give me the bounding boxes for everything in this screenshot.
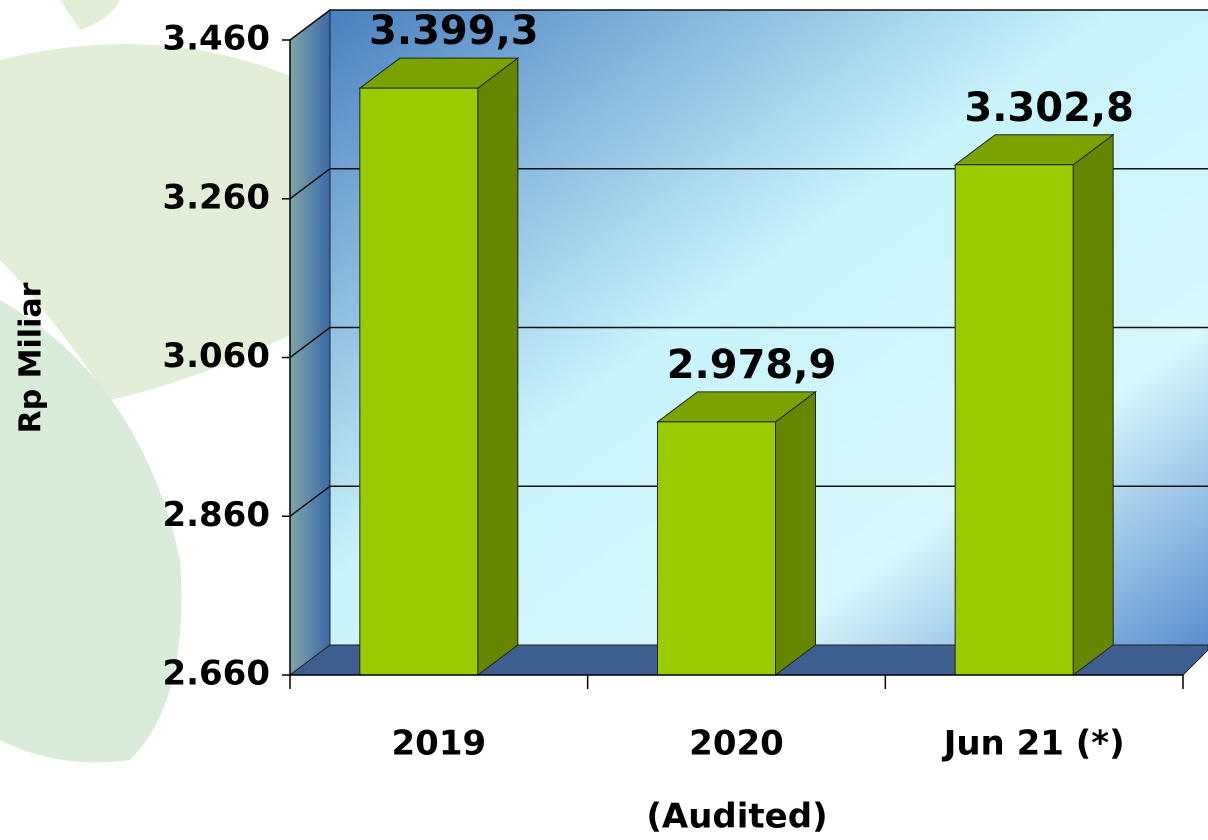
y-tick-label: 3.060 (162, 336, 270, 376)
leaf (0, 44, 300, 400)
bar-front (954, 164, 1074, 676)
background-leaves (0, 0, 300, 763)
bar-front (657, 421, 776, 676)
leaf (0, 300, 182, 763)
x-tick-label: 2020 (689, 724, 784, 764)
value-label: 3.302,8 (964, 85, 1134, 131)
bar (358, 57, 520, 677)
bar-front (359, 87, 479, 676)
x-tick-label: 2019 (392, 724, 487, 764)
y-tick-label: 2.860 (162, 495, 270, 535)
bar (953, 133, 1115, 676)
leaf (60, 0, 120, 30)
x-annotation: (Audited) (646, 797, 827, 837)
bar (656, 390, 817, 676)
y-axis-label: Rp Miliar (14, 282, 49, 433)
value-label: 3.399,3 (369, 8, 539, 54)
grid-line (289, 485, 1208, 517)
bar-side (775, 390, 816, 676)
grid (289, 9, 1208, 517)
y-tick-label: 3.460 (162, 19, 270, 59)
y-tick-label: 2.660 (162, 654, 270, 694)
bars: 3.399,3 2.978,9 3.302,8 (358, 8, 1134, 677)
grid-line (289, 168, 1208, 200)
bar-side (477, 57, 519, 677)
grid-line (289, 326, 1208, 359)
y-tick-label: 3.260 (162, 177, 270, 217)
value-label: 2.978,9 (667, 342, 837, 388)
bar-side (1072, 133, 1114, 676)
grid-line (289, 9, 1208, 41)
x-tick-label: Jun 21 (*) (942, 724, 1125, 764)
